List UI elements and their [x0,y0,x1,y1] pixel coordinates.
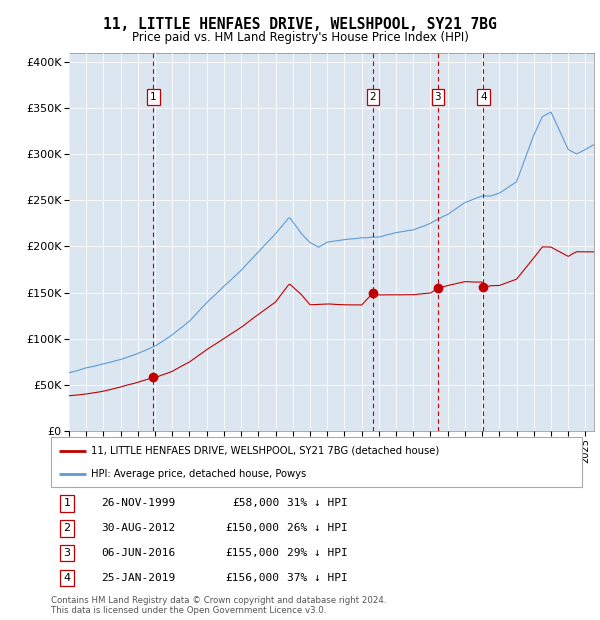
Text: 30-AUG-2012: 30-AUG-2012 [101,523,176,533]
Text: 1: 1 [150,92,157,102]
Text: 26-NOV-1999: 26-NOV-1999 [101,498,176,508]
Text: 29% ↓ HPI: 29% ↓ HPI [287,548,348,558]
Text: 26% ↓ HPI: 26% ↓ HPI [287,523,348,533]
Text: 25-JAN-2019: 25-JAN-2019 [101,573,176,583]
Text: £150,000: £150,000 [226,523,280,533]
Text: £58,000: £58,000 [232,498,280,508]
Text: 3: 3 [64,548,70,558]
Text: 37% ↓ HPI: 37% ↓ HPI [287,573,348,583]
Text: 06-JUN-2016: 06-JUN-2016 [101,548,176,558]
Text: 3: 3 [434,92,441,102]
Text: 1: 1 [64,498,70,508]
Text: 11, LITTLE HENFAES DRIVE, WELSHPOOL, SY21 7BG: 11, LITTLE HENFAES DRIVE, WELSHPOOL, SY2… [103,17,497,32]
Text: HPI: Average price, detached house, Powys: HPI: Average price, detached house, Powy… [91,469,306,479]
Text: 4: 4 [64,573,70,583]
Text: 4: 4 [480,92,487,102]
Text: 2: 2 [64,523,70,533]
Text: £156,000: £156,000 [226,573,280,583]
Text: £155,000: £155,000 [226,548,280,558]
Text: 2: 2 [370,92,376,102]
Text: Contains HM Land Registry data © Crown copyright and database right 2024.
This d: Contains HM Land Registry data © Crown c… [51,596,386,615]
Text: 31% ↓ HPI: 31% ↓ HPI [287,498,348,508]
FancyBboxPatch shape [51,437,582,487]
Text: Price paid vs. HM Land Registry's House Price Index (HPI): Price paid vs. HM Land Registry's House … [131,31,469,44]
Text: 11, LITTLE HENFAES DRIVE, WELSHPOOL, SY21 7BG (detached house): 11, LITTLE HENFAES DRIVE, WELSHPOOL, SY2… [91,446,439,456]
